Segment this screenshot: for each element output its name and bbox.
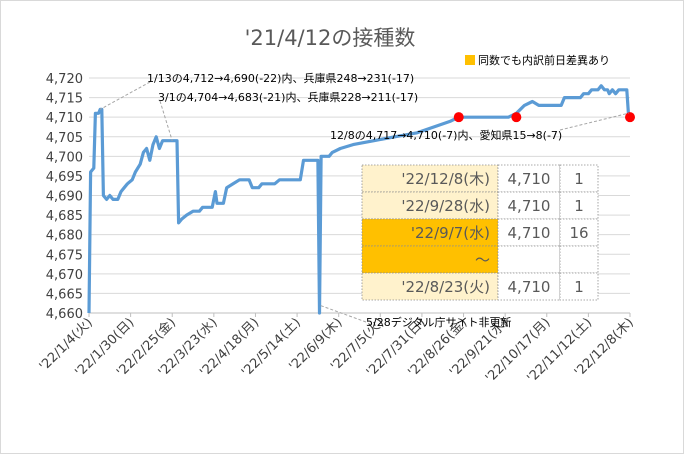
y-tick-label: 4,660 — [46, 307, 83, 322]
table-cell-text: 4,710 — [508, 170, 551, 188]
table-cell-text: ～ — [475, 251, 490, 269]
table-cell-text: '22/8/23(火) — [401, 278, 490, 296]
y-axis: 4,660 4,665 4,670 4,675 4,680 4,685 4,690 4,695… — [46, 72, 83, 322]
series-line — [87, 84, 632, 315]
highlight-marker — [453, 112, 464, 123]
legend-swatch — [465, 55, 475, 65]
table-cell — [497, 164, 561, 193]
highlight-marker — [511, 112, 522, 123]
table-cell — [361, 191, 499, 220]
data-table: '22/12/8(木) 4,710 1'22/9/28(水) 4,710 1'22/9/… — [361, 164, 599, 301]
table-cell — [497, 245, 561, 274]
table-row: '22/9/7(水) 4,710 16 — [361, 218, 599, 247]
table-row: '22/9/28(水) 4,710 1 — [361, 191, 599, 220]
highlight-marker — [625, 112, 635, 123]
y-tick-label: 4,700 — [46, 150, 83, 165]
table-cell — [559, 272, 599, 301]
plot-area — [87, 84, 635, 315]
annotations: 1/13の4,712→4,690(-22)内、兵庫県248→231(-17) 3/… — [99, 71, 629, 329]
annotation-text: 1/13の4,712→4,690(-22)内、兵庫県248→231(-17) — [147, 71, 414, 85]
table-cell — [361, 272, 499, 301]
y-tick-label: 4,680 — [46, 229, 83, 244]
table-row: '22/8/23(火) 4,710 1 — [361, 272, 599, 301]
table-row: '22/12/8(木) 4,710 1 — [361, 164, 599, 193]
table-cell-text: 1 — [574, 170, 584, 188]
table-cell — [559, 164, 599, 193]
y-tick-label: 4,720 — [46, 72, 83, 87]
y-tick-label: 4,695 — [46, 170, 83, 185]
annotation-leader — [159, 100, 173, 141]
table-row: ～ — [361, 245, 599, 274]
annotation-leader — [319, 304, 367, 323]
y-tick-label: 4,665 — [46, 287, 83, 302]
table-cell-text: 4,710 — [508, 224, 551, 242]
annotation: 12/8の4,717→4,710(-7)内、愛知県15→8(-7) — [330, 112, 629, 142]
y-tick-label: 4,690 — [46, 190, 83, 205]
x-axis: '22/1/4(火)'22/1/30(日)'22/2/25(金)'22/3/23… — [37, 313, 637, 386]
annotation-text: 5/28デジタル庁サイト非更新 — [366, 315, 511, 329]
table-cell-text: 16 — [569, 224, 588, 242]
table-cell-text: '22/9/7(水) — [411, 224, 490, 242]
table-cell — [559, 191, 599, 220]
y-tick-label: 4,705 — [46, 131, 83, 146]
table-cell-text: 1 — [574, 278, 584, 296]
annotation-text: 12/8の4,717→4,710(-7)内、愛知県15→8(-7) — [330, 128, 562, 142]
annotation-text: 3/1の4,704→4,683(-21)内、兵庫県228→211(-17) — [158, 90, 418, 104]
table-cell-text: '22/9/28(水) — [401, 197, 490, 215]
table-cell-text: '22/12/8(木) — [401, 170, 490, 188]
annotation-leader — [559, 112, 629, 131]
annotation: 5/28デジタル庁サイト非更新 — [319, 304, 511, 329]
y-tick-label: 4,710 — [46, 111, 83, 126]
chart-title: '21/4/12の接種数 — [245, 26, 416, 50]
y-tick-label: 4,685 — [46, 209, 83, 224]
table-cell — [559, 218, 599, 247]
table-cell — [361, 245, 499, 274]
y-tick-label: 4,715 — [46, 92, 83, 107]
legend-label: 同数でも内訳前日差異あり — [478, 53, 610, 67]
annotation: 3/1の4,704→4,683(-21)内、兵庫県228→211(-17) — [158, 90, 418, 141]
y-tick-label: 4,670 — [46, 268, 83, 283]
table-cell-text: 4,710 — [508, 197, 551, 215]
table-cell-text: 4,710 — [508, 278, 551, 296]
annotation: 1/13の4,712→4,690(-22)内、兵庫県248→231(-17) — [99, 71, 414, 110]
legend: 同数でも内訳前日差異あり — [465, 53, 610, 67]
annotation-leader — [99, 81, 151, 110]
table-cell-text: 1 — [574, 197, 584, 215]
y-tick-label: 4,675 — [46, 248, 83, 263]
table-cell — [559, 245, 599, 274]
table-cell — [497, 272, 561, 301]
